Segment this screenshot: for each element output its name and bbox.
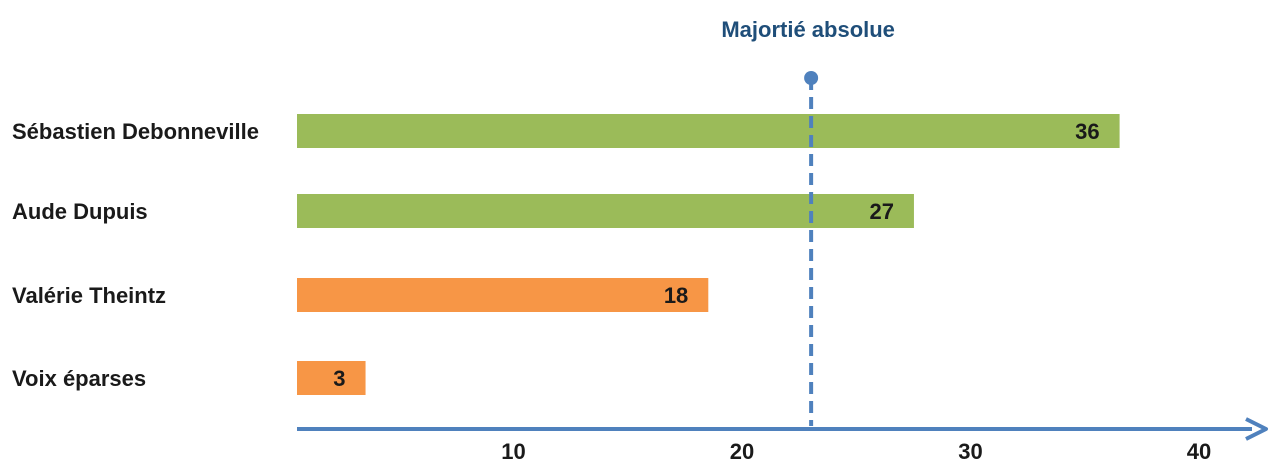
x-tick-label: 10 <box>501 439 525 464</box>
x-tick-label: 30 <box>958 439 982 464</box>
bar <box>297 194 914 228</box>
bar <box>297 278 708 312</box>
reference-line-marker <box>804 71 818 85</box>
category-labels: Sébastien Debonneville Aude Dupuis Valérie… <box>12 119 259 391</box>
category-label: Voix éparses <box>12 366 146 391</box>
x-tick-labels: 10 20 30 40 <box>501 439 1211 464</box>
value-label: 36 <box>1075 119 1099 144</box>
bar <box>297 114 1120 148</box>
x-axis <box>297 419 1266 439</box>
value-label: 18 <box>664 283 688 308</box>
bar <box>297 361 366 395</box>
value-labels: 36 27 18 3 <box>333 119 1099 391</box>
value-label: 27 <box>869 199 893 224</box>
category-label: Sébastien Debonneville <box>12 119 259 144</box>
x-tick-label: 20 <box>730 439 754 464</box>
category-label: Aude Dupuis <box>12 199 148 224</box>
x-tick-label: 40 <box>1187 439 1211 464</box>
category-label: Valérie Theintz <box>12 283 166 308</box>
bars <box>297 114 1120 395</box>
reference-line-label: Majortié absolue <box>721 17 895 42</box>
value-label: 3 <box>333 366 345 391</box>
